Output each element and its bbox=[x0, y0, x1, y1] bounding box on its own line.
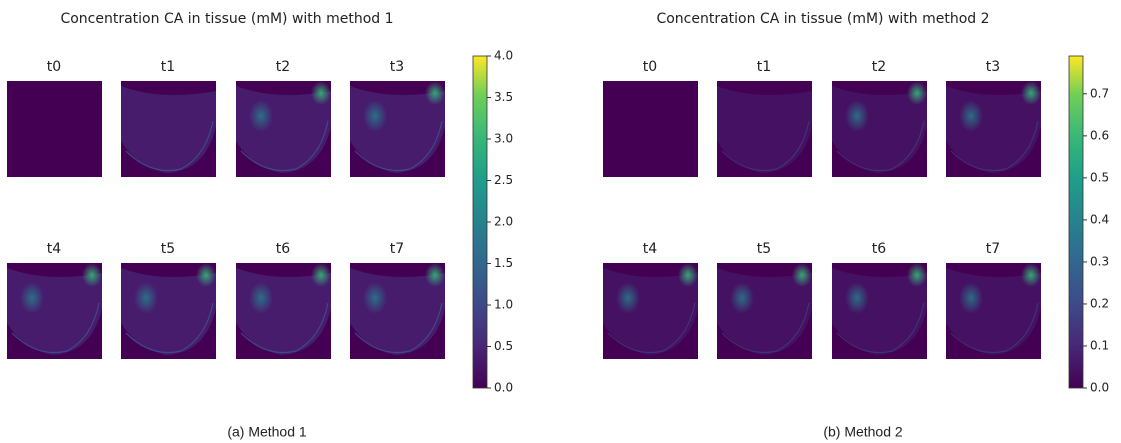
colorbar-tick-label: 1.0 bbox=[494, 298, 513, 312]
colorbar-tick-label: 0.5 bbox=[1090, 170, 1109, 184]
enhancement bbox=[363, 100, 387, 132]
image-label: t1 bbox=[161, 59, 175, 75]
colorbar-tick-label: 0.0 bbox=[1090, 381, 1109, 395]
enhancement bbox=[616, 282, 640, 314]
image bbox=[121, 263, 216, 359]
enhancement bbox=[959, 100, 983, 132]
enhancement bbox=[1021, 263, 1041, 287]
enhancement bbox=[249, 100, 273, 132]
colorbar-tick-label: 1.5 bbox=[494, 256, 513, 270]
image bbox=[717, 81, 812, 177]
image-label: t4 bbox=[643, 241, 657, 257]
image-background bbox=[7, 81, 102, 177]
image-label: t6 bbox=[276, 241, 290, 257]
colorbar-tick-label: 0.3 bbox=[1090, 254, 1109, 268]
image bbox=[236, 81, 331, 177]
figure: Concentration CA in tissue (mM) with met… bbox=[0, 0, 1121, 443]
caption: (a) Method 1 bbox=[227, 424, 307, 440]
enhancement bbox=[363, 282, 387, 314]
image bbox=[350, 263, 445, 359]
colorbar-tick-label: 4.0 bbox=[494, 49, 513, 63]
image bbox=[603, 263, 698, 359]
image-background bbox=[603, 81, 698, 177]
image bbox=[121, 81, 216, 177]
image bbox=[717, 263, 812, 359]
enhancement bbox=[1021, 81, 1041, 105]
image-label: t7 bbox=[390, 241, 404, 257]
image-label: t2 bbox=[276, 59, 290, 75]
colorbar-tick-label: 0.2 bbox=[1090, 296, 1109, 310]
enhancement bbox=[249, 282, 273, 314]
colorbar-tick-label: 0.0 bbox=[494, 381, 513, 395]
image bbox=[7, 263, 102, 359]
enhancement bbox=[845, 282, 869, 314]
colorbar bbox=[473, 56, 487, 388]
image bbox=[946, 263, 1041, 359]
enhancement bbox=[425, 81, 445, 105]
colorbar-tick-label: 0.6 bbox=[1090, 128, 1109, 142]
colorbar-tick-label: 2.0 bbox=[494, 215, 513, 229]
colorbar-tick-label: 3.0 bbox=[494, 132, 513, 146]
image bbox=[832, 263, 927, 359]
image-label: t7 bbox=[986, 241, 1000, 257]
image-label: t3 bbox=[390, 59, 404, 75]
image bbox=[946, 81, 1041, 177]
enhancement bbox=[311, 263, 331, 287]
enhancement bbox=[134, 282, 158, 314]
image bbox=[7, 81, 102, 177]
image-label: t4 bbox=[47, 241, 61, 257]
colorbar-tick-label: 3.5 bbox=[494, 90, 513, 104]
enhancement bbox=[425, 263, 445, 287]
panel-title: Concentration CA in tissue (mM) with met… bbox=[60, 11, 393, 27]
image-label: t2 bbox=[872, 59, 886, 75]
image bbox=[832, 81, 927, 177]
enhancement bbox=[311, 81, 331, 105]
panel-title: Concentration CA in tissue (mM) with met… bbox=[656, 11, 989, 27]
colorbar-tick-label: 2.5 bbox=[494, 173, 513, 187]
enhancement bbox=[20, 282, 44, 314]
image-label: t5 bbox=[757, 241, 771, 257]
enhancement bbox=[845, 100, 869, 132]
image-label: t6 bbox=[872, 241, 886, 257]
enhancement bbox=[196, 263, 216, 287]
enhancement bbox=[678, 263, 698, 287]
image-label: t0 bbox=[643, 59, 657, 75]
colorbar-tick-label: 0.4 bbox=[1090, 212, 1109, 226]
colorbar-tick-label: 0.7 bbox=[1090, 86, 1109, 100]
image-label: t1 bbox=[757, 59, 771, 75]
caption: (b) Method 2 bbox=[823, 424, 903, 440]
enhancement bbox=[907, 81, 927, 105]
image-label: t5 bbox=[161, 241, 175, 257]
colorbar bbox=[1069, 56, 1083, 388]
image bbox=[603, 81, 698, 177]
colorbar-tick-label: 0.1 bbox=[1090, 338, 1109, 352]
enhancement bbox=[82, 263, 102, 287]
image bbox=[236, 263, 331, 359]
colorbar-tick-label: 0.5 bbox=[494, 339, 513, 353]
enhancement bbox=[959, 282, 983, 314]
image-label: t3 bbox=[986, 59, 1000, 75]
image bbox=[350, 81, 445, 177]
enhancement bbox=[792, 263, 812, 287]
enhancement bbox=[907, 263, 927, 287]
enhancement bbox=[730, 282, 754, 314]
image-label: t0 bbox=[47, 59, 61, 75]
